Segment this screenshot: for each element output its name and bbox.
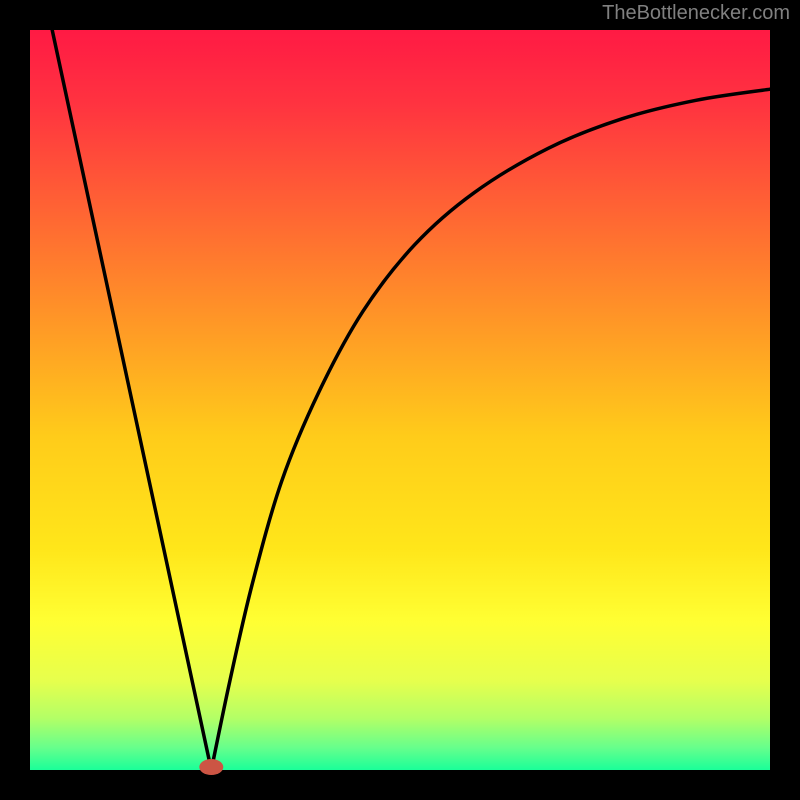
chart-background: [30, 30, 770, 770]
chart-container: TheBottlenecker.com: [0, 0, 800, 800]
watermark-label: TheBottlenecker.com: [602, 2, 790, 25]
optimal-point-marker: [199, 759, 223, 775]
bottleneck-chart: [0, 0, 800, 800]
